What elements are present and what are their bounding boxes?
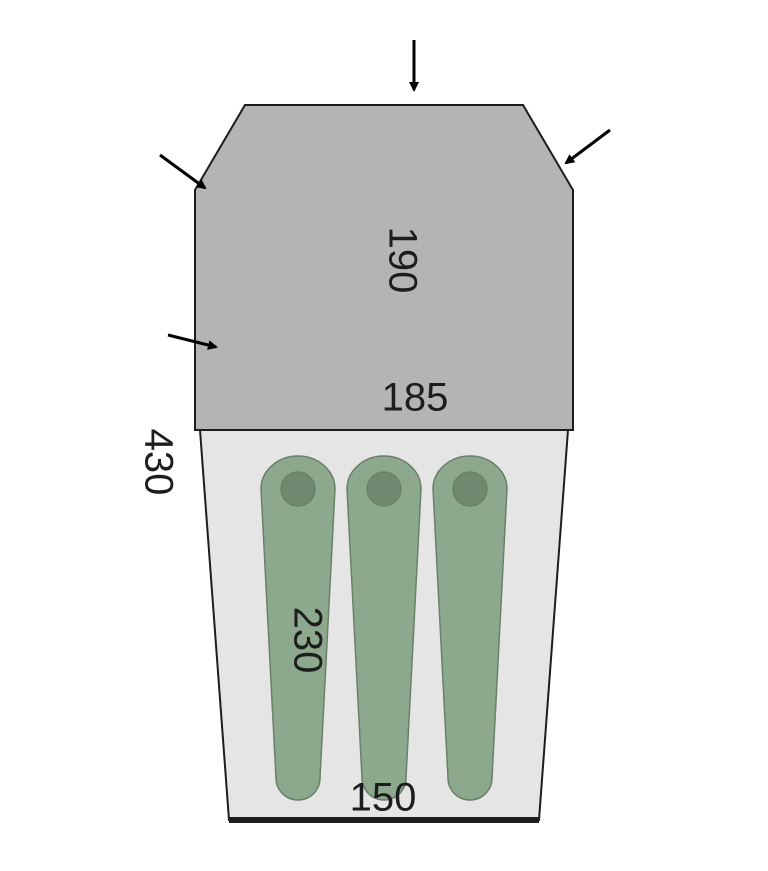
- sleeping-bag-hood: [453, 472, 487, 506]
- vestibule-depth-label: 190: [380, 227, 424, 294]
- total-length-label: 430: [136, 429, 180, 496]
- inner-length-label: 230: [285, 607, 329, 674]
- sleeping-bag-hood: [281, 472, 315, 506]
- arrow-top-left: [160, 155, 205, 188]
- inner-bottom-width-label: 150: [350, 776, 417, 820]
- vestibule-width-label: 185: [382, 376, 449, 420]
- sleeping-bag-hood: [367, 472, 401, 506]
- arrow-top-right: [566, 130, 610, 163]
- tent-floorplan-diagram: 190 185 430 230 150: [0, 0, 768, 871]
